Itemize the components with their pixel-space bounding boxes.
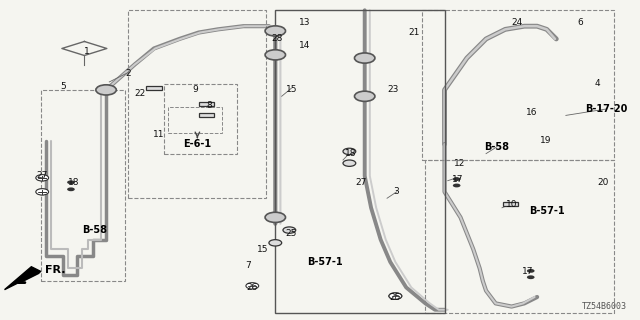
Text: 4: 4 [595,79,600,88]
Text: 16: 16 [526,108,538,117]
Circle shape [67,180,75,184]
Text: TZ54B6003: TZ54B6003 [582,302,627,311]
Text: 10: 10 [506,200,517,209]
Text: 5: 5 [60,82,66,91]
Text: 21: 21 [409,28,420,37]
Text: B-57-1: B-57-1 [529,206,565,216]
Text: 22: 22 [134,89,145,98]
Text: 7: 7 [246,261,252,270]
Bar [129,10,266,198]
Text: E-6-1: E-6-1 [183,139,211,149]
Text: 17: 17 [522,267,534,276]
Text: 20: 20 [598,178,609,187]
Text: 28: 28 [271,35,282,44]
Text: FR.: FR. [45,265,66,275]
Bar [164,84,237,154]
Text: 23: 23 [387,85,399,94]
Bar [198,113,214,117]
Bar [275,10,445,313]
Text: 24: 24 [511,19,522,28]
Text: 9: 9 [193,85,198,94]
Bar [168,108,222,133]
Text: 8: 8 [207,101,212,110]
Circle shape [453,177,461,181]
Circle shape [355,91,375,101]
Text: 25: 25 [390,292,401,301]
Bar [41,90,125,281]
Circle shape [265,26,285,36]
Circle shape [343,148,356,155]
Text: 19: 19 [540,136,551,145]
Text: 13: 13 [299,19,310,28]
Text: 18: 18 [345,149,356,158]
Text: 26: 26 [246,283,258,292]
Text: B-57-1: B-57-1 [307,257,343,267]
Text: 17: 17 [452,175,463,184]
Bar [502,202,518,206]
Circle shape [36,189,48,195]
Bar [198,102,214,106]
Text: 15: 15 [257,245,268,254]
Circle shape [36,189,49,195]
Text: 25: 25 [285,229,296,238]
Bar [426,160,614,313]
Text: 3: 3 [394,188,399,196]
Circle shape [269,240,282,246]
Circle shape [36,175,49,181]
Circle shape [96,85,116,95]
Circle shape [527,275,534,279]
Text: 18: 18 [68,178,80,187]
Circle shape [265,50,285,60]
Text: 15: 15 [285,85,297,94]
Circle shape [36,175,48,181]
Circle shape [265,212,285,222]
Text: 1: 1 [84,47,90,56]
Bar [422,10,614,160]
Text: B-58: B-58 [484,142,509,152]
Circle shape [246,283,259,289]
Circle shape [453,184,461,188]
Circle shape [527,269,534,273]
Circle shape [283,227,296,233]
Text: 14: 14 [299,41,310,50]
Text: 6: 6 [578,19,584,28]
Text: 2: 2 [125,69,131,78]
Text: B-17-20: B-17-20 [585,104,627,114]
Bar [147,86,162,90]
Circle shape [389,293,402,299]
Text: B-58: B-58 [82,225,107,235]
Text: 27: 27 [356,178,367,187]
Text: 12: 12 [454,159,465,168]
Circle shape [355,53,375,63]
Text: 11: 11 [154,130,165,139]
Circle shape [67,188,75,191]
Text: 27: 27 [36,172,48,180]
Circle shape [343,160,356,166]
Polygon shape [4,267,41,290]
Circle shape [389,293,402,299]
